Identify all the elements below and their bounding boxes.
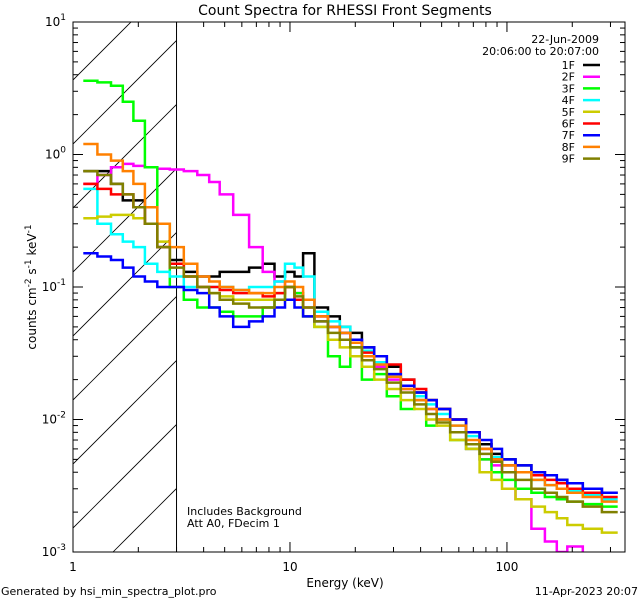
footer-generated-by: Generated by hsi_min_spectra_plot.pro	[1, 585, 217, 598]
legend-label-7F: 7F	[562, 129, 575, 142]
annotation-background: Includes Background	[187, 505, 302, 518]
series-line-8F	[83, 142, 618, 503]
legend-label-5F: 5F	[562, 106, 575, 119]
legend-label-9F: 9F	[562, 153, 575, 166]
legend-label-6F: 6F	[562, 118, 575, 131]
legend-label-2F: 2F	[562, 71, 575, 84]
series-line-9F	[83, 169, 618, 514]
axis-ticks	[72, 21, 625, 553]
series-group	[83, 79, 618, 552]
annotation-attenuator: Att A0, FDecim 1	[187, 517, 280, 530]
legend-label-3F: 3F	[562, 82, 575, 95]
y-tick-label: 10-3	[42, 543, 66, 559]
hatch-line	[73, 295, 177, 401]
x-tick-label: 1	[69, 560, 77, 574]
legend-label-1F: 1F	[562, 59, 575, 72]
footer-timestamp: 11-Apr-2023 20:07	[535, 585, 638, 598]
x-axis-label: Energy (keV)	[306, 576, 383, 590]
hatch-line	[73, 423, 177, 529]
hatched-region	[0, 0, 177, 552]
hatch-line	[0, 0, 97, 552]
tick-labels: 1 10 100 101 100 10-1 10-2 10-3	[42, 13, 519, 574]
y-tick-label: 100	[45, 146, 66, 162]
y-tick-label: 10-1	[42, 278, 66, 294]
hatch-line	[73, 39, 177, 145]
y-tick-label: 101	[45, 13, 66, 29]
hatch-line	[73, 231, 177, 337]
x-tick-label: 100	[495, 560, 518, 574]
legend-label-8F: 8F	[562, 141, 575, 154]
legend-time-range: 20:06:00 to 20:07:00	[482, 45, 599, 58]
y-axis-label: counts cm-2 s-1 keV-1	[24, 224, 39, 349]
legend-date: 22-Jun-2009	[531, 33, 599, 46]
series-line-3F	[83, 79, 618, 508]
legend-label-4F: 4F	[562, 94, 575, 107]
hatch-line	[73, 359, 177, 465]
chart-title: Count Spectra for RHESSI Front Segments	[198, 3, 492, 19]
x-tick-label: 10	[282, 560, 297, 574]
y-tick-label: 10-2	[42, 411, 66, 427]
